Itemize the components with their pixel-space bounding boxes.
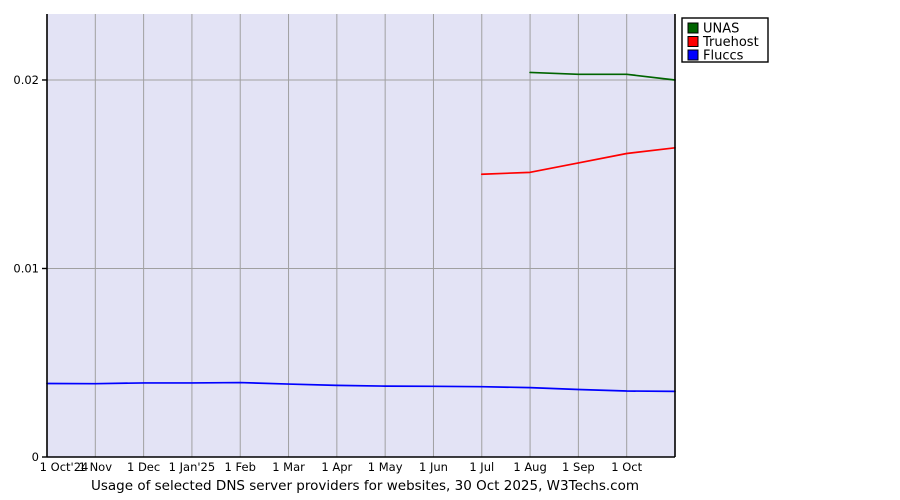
x-tick-label: 1 Apr	[321, 460, 352, 474]
x-tick-label: 1 Nov	[79, 460, 113, 474]
legend-label-truehost: Truehost	[702, 35, 759, 50]
y-tick-label: 0.02	[13, 73, 39, 87]
legend-swatch-fluccs	[687, 49, 699, 61]
legend-swatch-unas	[687, 22, 699, 34]
x-tick-label: 1 Aug	[513, 460, 546, 474]
x-tick-label: 1 Oct	[611, 460, 642, 474]
data-series-group	[46, 71, 676, 393]
y-tick-label: 0	[32, 450, 39, 464]
y-axis-ticks: 0 0.01 0.02	[13, 73, 47, 464]
x-tick-label: 1 Oct'24	[40, 460, 89, 474]
x-tick-label: 1 Sep	[562, 460, 595, 474]
x-tick-label: 1 Jun	[419, 460, 448, 474]
legend-label-fluccs: Fluccs	[703, 49, 744, 64]
chart-caption: Usage of selected DNS server providers f…	[91, 478, 639, 494]
series-line-truehost	[480, 146, 676, 176]
x-tick-label: 1 May	[368, 460, 403, 474]
horizontal-gridlines	[47, 79, 675, 269]
x-axis-ticks: 1 Oct'241 Nov 1 Dec 1 Jan'25 1 Feb 1 Mar 1 Ap…	[40, 460, 643, 474]
vertical-gridlines	[94, 14, 628, 457]
series-line-fluccs	[46, 381, 676, 393]
y-tick-label: 0.01	[13, 261, 39, 275]
x-tick-label: 1 Mar	[272, 460, 305, 474]
series-line-unas	[529, 71, 676, 81]
legend-swatch-truehost	[687, 36, 699, 47]
x-tick-label: 1 Dec	[127, 460, 160, 474]
x-tick-label: 1 Jul	[469, 460, 494, 474]
x-tick-label: 1 Feb	[225, 460, 256, 474]
legend-label-unas: UNAS	[703, 22, 739, 37]
x-tick-label: 1 Jan'25	[169, 460, 216, 474]
